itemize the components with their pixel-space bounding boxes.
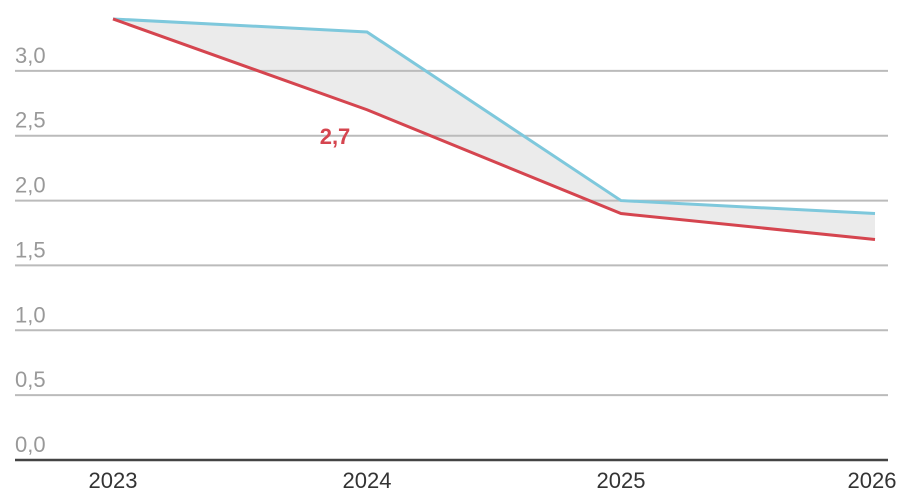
series-line bbox=[112, 17, 876, 216]
x-tick-label: 2024 bbox=[343, 468, 392, 493]
y-tick-label: 3,0 bbox=[15, 43, 46, 68]
x-tick-label: 2023 bbox=[89, 468, 138, 493]
x-tick-label: 2025 bbox=[597, 468, 646, 493]
y-tick-label: 2,0 bbox=[15, 173, 46, 198]
y-tick-label: 0,0 bbox=[15, 432, 46, 457]
y-tick-label: 1,0 bbox=[15, 302, 46, 327]
y-tick-label: 1,5 bbox=[15, 237, 46, 262]
data-label: 2,7 bbox=[320, 124, 351, 149]
y-tick-label: 0,5 bbox=[15, 367, 46, 392]
y-tick-label: 2,5 bbox=[15, 108, 46, 133]
band-fill bbox=[113, 18, 875, 240]
series-line bbox=[112, 17, 876, 241]
x-tick-label: 2026 bbox=[848, 468, 897, 493]
